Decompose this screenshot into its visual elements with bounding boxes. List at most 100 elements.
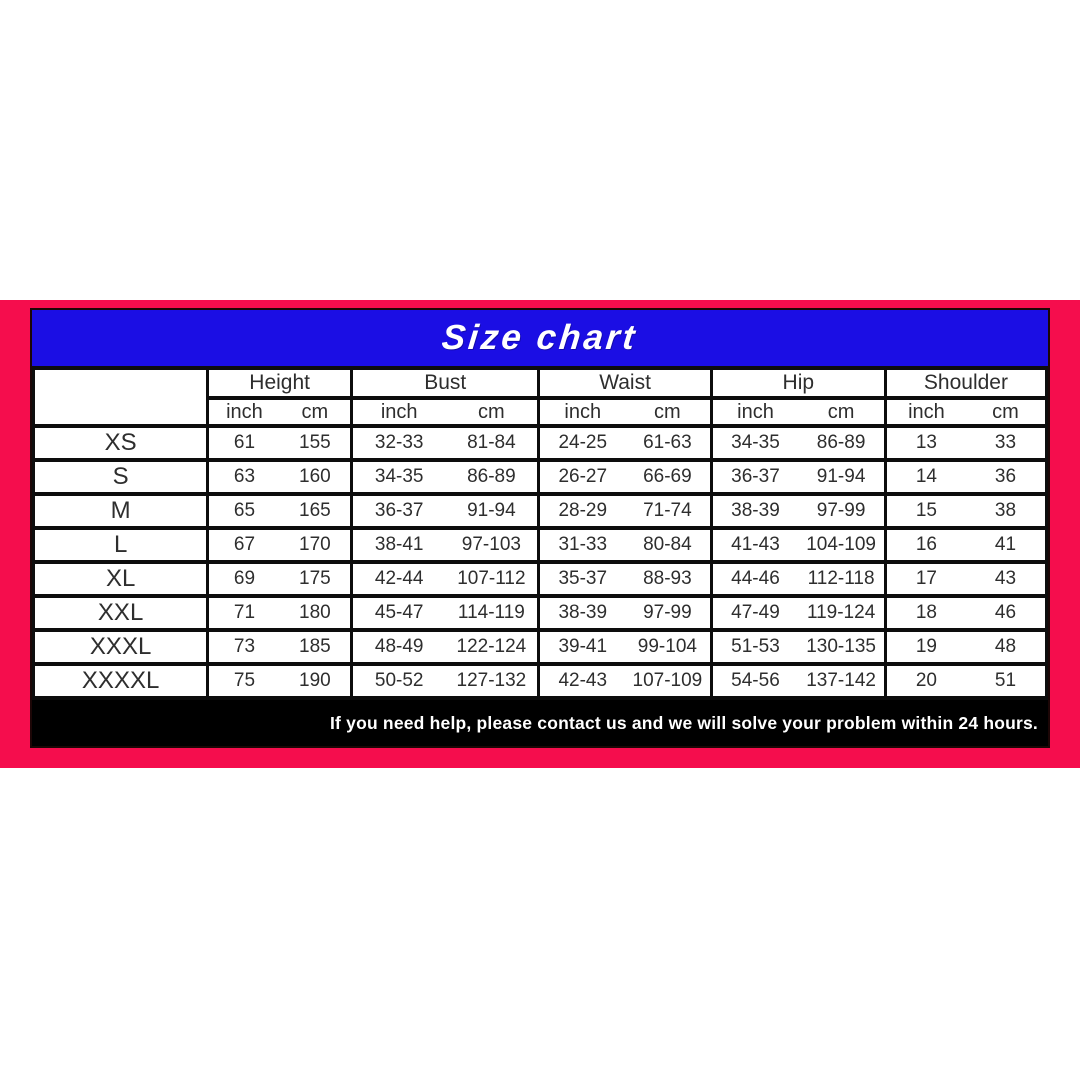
shoulder-cell: 19 48 (883, 628, 1049, 667)
table-cell: 38-41 (374, 534, 424, 556)
bust-cell: 38-41 97-103 (350, 526, 541, 565)
table-cell: 51-53 (731, 636, 780, 658)
table-cell: 97-103 (461, 534, 521, 556)
height-cell: 69 175 (206, 560, 354, 599)
unit-label-inch: inch (737, 400, 774, 423)
size-label: XXL (31, 594, 210, 633)
size-label: S (31, 458, 210, 497)
table-cell: 20 (915, 670, 937, 691)
table-row: XL 69 175 42-44 107-112 35-37 88-93 44-46 11… (31, 560, 1049, 599)
table-cell: 130-135 (806, 636, 876, 658)
hip-cell: 51-53 130-135 (709, 628, 887, 667)
column-header-height: Height (206, 366, 354, 400)
table-cell: 32-33 (374, 432, 424, 454)
table-cell: 104-109 (806, 534, 876, 556)
size-chart-panel: Size chart Height Bust Waist Hip (30, 308, 1050, 748)
table-cell: 114-119 (457, 602, 525, 624)
table-cell: 18 (915, 602, 937, 624)
table-cell: 119-124 (806, 602, 876, 624)
table-row: M 65 165 36-37 91-94 28-29 71-74 38-39 97-99… (31, 492, 1049, 531)
bust-cell: 50-52 127-132 (350, 662, 541, 700)
waist-cell: 35-37 88-93 (537, 560, 713, 599)
table-cell: 43 (994, 568, 1017, 590)
hip-cell: 34-35 86-89 (709, 424, 887, 463)
height-cell: 67 170 (206, 526, 354, 565)
table-cell: 63 (233, 466, 256, 488)
table-cell: 97-99 (643, 602, 692, 624)
table-cell: 38-39 (731, 500, 780, 522)
table-cell: 35-37 (558, 568, 608, 590)
hip-cell: 41-43 104-109 (709, 526, 887, 565)
column-header-bust: Bust (350, 366, 541, 400)
table-cell: 97-99 (816, 500, 866, 522)
table-row: XXXXL 75 190 50-52 127-132 42-43 107-109 54… (31, 662, 1049, 700)
unit-header: inch cm (883, 395, 1049, 429)
shoulder-cell: 14 36 (883, 458, 1049, 497)
size-label: XXXL (31, 628, 210, 667)
table-cell: 67 (233, 534, 256, 556)
column-header-shoulder: Shoulder (883, 366, 1049, 400)
hip-cell: 47-49 119-124 (709, 594, 887, 633)
table-cell: 127-132 (456, 670, 527, 691)
red-frame: Size chart Height Bust Waist Hip (0, 300, 1080, 768)
height-cell: 75 190 (206, 662, 354, 700)
table-cell: 65 (233, 500, 256, 522)
table-cell: 38 (994, 500, 1017, 522)
table-cell: 48-49 (374, 636, 424, 658)
unit-label-inch: inch (908, 400, 945, 423)
height-cell: 71 180 (206, 594, 354, 633)
table-row: XXL 71 180 45-47 114-119 38-39 97-99 47-49 1… (31, 594, 1049, 633)
bust-cell: 42-44 107-112 (350, 560, 541, 599)
table-cell: 107-109 (632, 670, 703, 691)
table-cell: 15 (915, 500, 937, 522)
table-cell: 50-52 (374, 670, 424, 691)
table-cell: 170 (299, 534, 331, 556)
table-cell: 36 (994, 466, 1017, 488)
table-cell: 107-112 (457, 568, 526, 590)
table-cell: 33 (994, 432, 1017, 454)
table-row: XXXL 73 185 48-49 122-124 39-41 99-104 51-5… (31, 628, 1049, 667)
table-cell: 175 (299, 568, 331, 590)
height-cell: 61 155 (206, 424, 354, 463)
table-row: S 63 160 34-35 86-89 26-27 66-69 36-37 91-94… (31, 458, 1049, 497)
table-cell: 88-93 (643, 568, 692, 590)
waist-cell: 24-25 61-63 (537, 424, 713, 463)
table-cell: 137-142 (806, 670, 876, 691)
waist-cell: 42-43 107-109 (537, 662, 713, 700)
table-cell: 66-69 (643, 466, 692, 488)
size-label: XL (31, 560, 210, 599)
table-cell: 42-43 (558, 670, 608, 691)
bust-cell: 34-35 86-89 (350, 458, 541, 497)
shoulder-cell: 13 33 (883, 424, 1049, 463)
height-cell: 73 185 (206, 628, 354, 667)
table-cell: 122-124 (456, 636, 527, 658)
table-cell: 38-39 (558, 602, 608, 624)
table-cell: 91-94 (467, 500, 516, 522)
table-cell: 190 (299, 670, 331, 691)
table-cell: 36-37 (374, 500, 424, 522)
table-cell: 73 (233, 636, 256, 658)
table-cell: 34-35 (374, 466, 424, 488)
help-banner: If you need help, please contact us and … (32, 700, 1048, 746)
unit-label-cm: cm (301, 400, 329, 423)
hip-cell: 44-46 112-118 (709, 560, 887, 599)
table-cell: 81-84 (467, 432, 516, 454)
header-row-units: inch cm inch cm inch cm inch cm inch cm (34, 395, 1049, 429)
waist-cell: 31-33 80-84 (537, 526, 713, 565)
unit-header: inch cm (350, 395, 541, 429)
table-cell: 180 (299, 602, 331, 624)
table-cell: 61-63 (643, 432, 692, 454)
table-cell: 26-27 (558, 466, 608, 488)
header-row-groups: Height Bust Waist Hip Shoulder (31, 365, 1049, 429)
table-cell: 28-29 (558, 500, 608, 522)
waist-cell: 38-39 97-99 (537, 594, 713, 633)
table-row: L 67 170 38-41 97-103 31-33 80-84 41-43 104-… (31, 526, 1049, 565)
table-cell: 99-104 (637, 636, 697, 658)
table-cell: 41-43 (731, 534, 780, 556)
size-label: M (31, 492, 210, 531)
hip-cell: 36-37 91-94 (709, 458, 887, 497)
shoulder-cell: 18 46 (883, 594, 1049, 633)
size-table-container: Height Bust Waist Hip Shoulder inch cm in… (31, 365, 1049, 700)
unit-label-cm: cm (478, 400, 505, 423)
table-cell: 39-41 (558, 636, 608, 658)
